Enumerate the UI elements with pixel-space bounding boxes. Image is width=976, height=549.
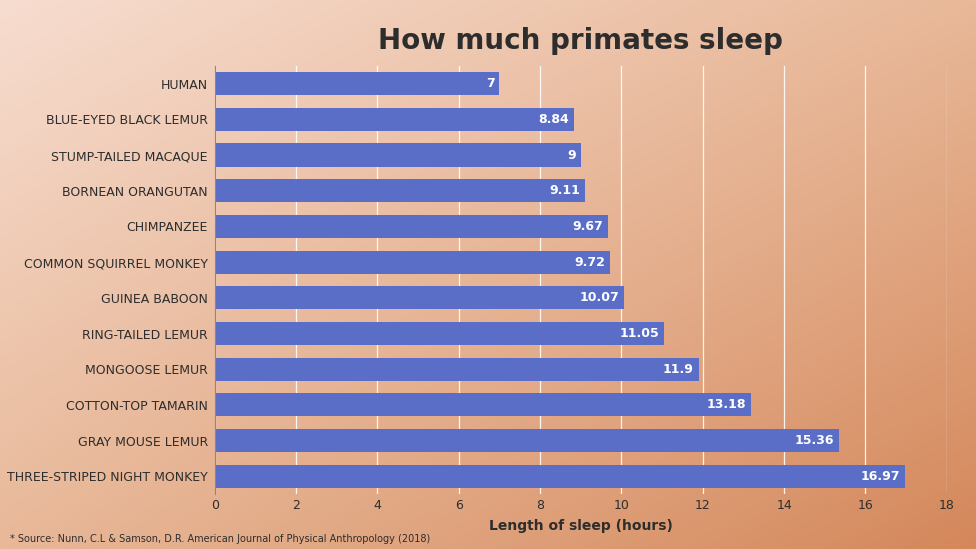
Text: 9: 9 xyxy=(567,149,576,161)
Bar xyxy=(215,393,751,417)
Text: 9.72: 9.72 xyxy=(574,256,605,268)
Text: 11.05: 11.05 xyxy=(620,327,659,340)
Bar xyxy=(215,250,610,274)
Text: 7: 7 xyxy=(486,77,495,90)
X-axis label: Length of sleep (hours): Length of sleep (hours) xyxy=(489,519,672,533)
Text: 11.9: 11.9 xyxy=(663,363,694,376)
Text: 13.18: 13.18 xyxy=(707,399,746,411)
Text: * Source: Nunn, C.L & Samson, D.R. American Journal of Physical Anthropology (20: * Source: Nunn, C.L & Samson, D.R. Ameri… xyxy=(10,534,430,544)
Bar xyxy=(215,72,500,96)
Text: 15.36: 15.36 xyxy=(795,434,834,447)
Bar xyxy=(215,429,839,452)
Text: 16.97: 16.97 xyxy=(861,470,900,483)
Bar xyxy=(215,357,699,381)
Text: 8.84: 8.84 xyxy=(539,113,569,126)
Title: How much primates sleep: How much primates sleep xyxy=(379,27,783,55)
Bar xyxy=(215,322,664,345)
Bar xyxy=(215,464,905,488)
Text: 10.07: 10.07 xyxy=(580,292,620,304)
Bar xyxy=(215,108,574,131)
Bar xyxy=(215,179,586,203)
Text: 9.11: 9.11 xyxy=(549,184,581,197)
Bar xyxy=(215,286,625,310)
Bar xyxy=(215,143,581,167)
Bar xyxy=(215,215,608,238)
Text: 9.67: 9.67 xyxy=(572,220,603,233)
